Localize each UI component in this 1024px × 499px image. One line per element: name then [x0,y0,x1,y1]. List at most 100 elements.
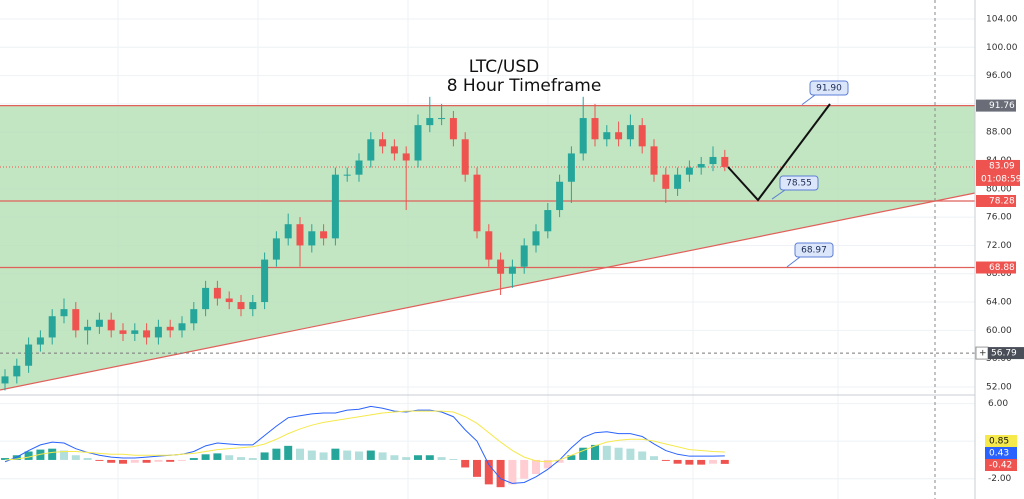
histogram-bar [579,447,588,460]
candle-body [591,118,599,140]
histogram-bar [237,457,245,460]
candle-body [296,224,304,246]
candle-body [237,302,245,310]
candle-body [721,156,729,167]
candle-body [685,167,693,175]
histogram-bar [355,451,363,460]
y-tick-label: 60.00 [986,326,1012,336]
histogram-bar [48,448,57,460]
candle-body [72,309,80,331]
trend-line [0,192,976,391]
histogram-bar [437,457,446,460]
histogram-bar [414,455,422,460]
callout-pointer [771,189,786,200]
macd-line [4,405,725,484]
candle-body [485,231,493,260]
y-tick-label: 56.00 [986,354,1012,364]
value-label: 0.43 [989,449,1009,459]
histogram-bar [260,452,269,460]
last-price-bg [976,159,1020,186]
candle-body [355,160,363,175]
candle-body [367,139,375,161]
histogram-bar [24,451,33,460]
histogram-bar [685,459,694,465]
candle-body [379,139,387,147]
candle-body [438,118,446,120]
marks [1,96,729,488]
candle-body [36,337,44,345]
callout-label: 68.97 [801,246,827,256]
histogram-bar [602,445,611,460]
candle-body [284,224,292,239]
candle-body [119,330,127,334]
histogram-bar [71,455,80,460]
histogram-bar [296,448,304,460]
histogram-bar [626,448,635,460]
candle-body [615,132,623,140]
histogram-bar [178,459,186,461]
candle-body [178,323,186,331]
histogram-bar [555,459,564,463]
histogram-bar [543,459,552,469]
histogram-bar [142,459,151,463]
y-tick-label: 64.00 [986,298,1012,308]
candle-body [508,266,516,274]
histogram-bar [107,459,116,463]
candle-body [497,259,505,274]
histogram-bar [284,445,293,460]
histogram-bar [166,459,175,462]
candle-body [1,376,9,384]
crosshair-label-bg [988,347,1024,360]
level-label: 68.88 [989,263,1015,273]
candle-body [461,139,469,175]
candle-body [414,125,422,161]
histogram-bar [650,456,658,460]
histogram-bar [614,447,623,460]
level-label: 78.28 [989,196,1015,206]
candle-body [225,298,233,303]
histogram-bar [461,459,470,468]
callout-box [794,242,834,258]
candle-body [402,153,410,161]
y-tick-label: 68.00 [986,269,1012,279]
histogram-bar [154,459,163,462]
candle-body [320,231,328,239]
candle-body [331,174,339,239]
candle-body [25,344,33,366]
histogram-bar [661,459,670,461]
candle-body [390,146,398,154]
candle-body [544,210,552,232]
histogram-bar [567,455,576,460]
countdown: 01:08:59 [981,174,1022,184]
histogram-bar [343,450,352,460]
histogram-bar [1,458,9,460]
axis: 104.00100.0096.0092.0088.0084.0080.0076.… [975,14,1024,484]
histogram-bar [378,452,387,460]
candle-body [84,326,92,331]
y-tick-label: 104.00 [986,14,1018,24]
callout-label: 78.55 [786,179,812,189]
candle-body [107,319,115,331]
y-tick-label: 96.00 [986,71,1012,81]
y-tick-label: 88.00 [986,128,1012,138]
candle-body [603,132,611,140]
histogram-bar [95,459,104,461]
candle-body [532,231,540,246]
candle-body [662,174,670,189]
histogram-bar [697,459,706,465]
candle-body [650,146,658,175]
candle-body [579,118,587,154]
histogram-bar [366,450,375,460]
candle-body [638,125,646,147]
candle-body [95,319,103,327]
histogram-bar [390,455,399,460]
y-tick-label: 80.00 [986,184,1012,194]
candle-body [473,174,481,232]
histogram-bar [272,448,281,460]
projection-path [727,103,831,202]
candle-body [343,174,351,176]
callout-pointer [786,256,801,268]
